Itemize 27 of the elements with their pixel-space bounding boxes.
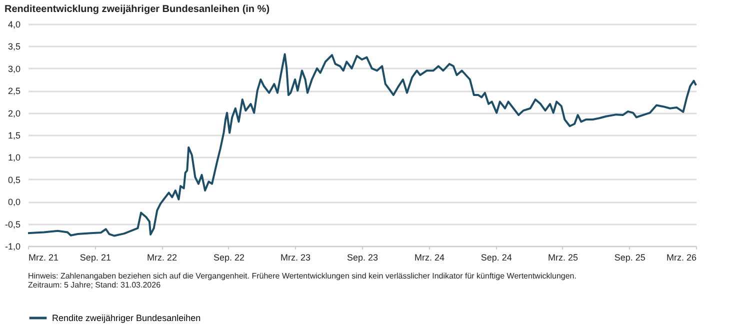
x-tick-label: Mrz. 25	[548, 252, 578, 262]
text: Hinweis: Zahlenangaben beziehen sich auf die Vergangenheit. Frühere Wertentwicklungen sind kein verlässlicher Indikator für künftige Wertentwicklungen.	[28, 272, 576, 280]
y-tick-label: 2,5	[8, 86, 20, 96]
y-tick-label: 1,5	[8, 130, 20, 140]
x-tick-label: Sep. 24	[480, 252, 512, 262]
x-tick-label: Mrz. 26	[666, 252, 696, 262]
x-tick-label: Mrz. 22	[147, 252, 178, 262]
chart-title: Renditeentwicklung zweijähriger Bundesanleihen (in %)	[4, 4, 270, 15]
x-tick-label: Sep. 22	[213, 252, 244, 262]
x-tick-label: Sep. 25	[614, 252, 646, 262]
y-tick-label: -0,5	[4, 219, 20, 230]
y-tick-label: 0,0	[8, 197, 20, 208]
y-tick-label: -1,0	[4, 242, 20, 252]
legend-label: Rendite zweijähriger Bundesanleihen	[52, 313, 201, 323]
y-tick-label: 4,0	[8, 20, 20, 30]
y-tick-label: 1,0	[8, 152, 20, 163]
y-tick-label: 3,0	[8, 64, 20, 74]
x-tick-label: Sep. 23	[346, 252, 378, 262]
text: Zeitraum: 5 Jahre; Stand: 31.03.2026	[28, 280, 162, 290]
y-tick-label: 2,0	[8, 108, 20, 118]
line-series	[27, 53, 697, 237]
x-tick-label: Mrz. 21	[28, 252, 59, 262]
x-tick-label: Mrz. 24	[414, 252, 444, 262]
y-tick-label: 0,5	[8, 174, 20, 185]
x-tick-label: Sep. 21	[80, 252, 111, 262]
y-tick-label: 3,5	[8, 42, 20, 52]
x-tick-label: Mrz. 23	[280, 252, 311, 262]
